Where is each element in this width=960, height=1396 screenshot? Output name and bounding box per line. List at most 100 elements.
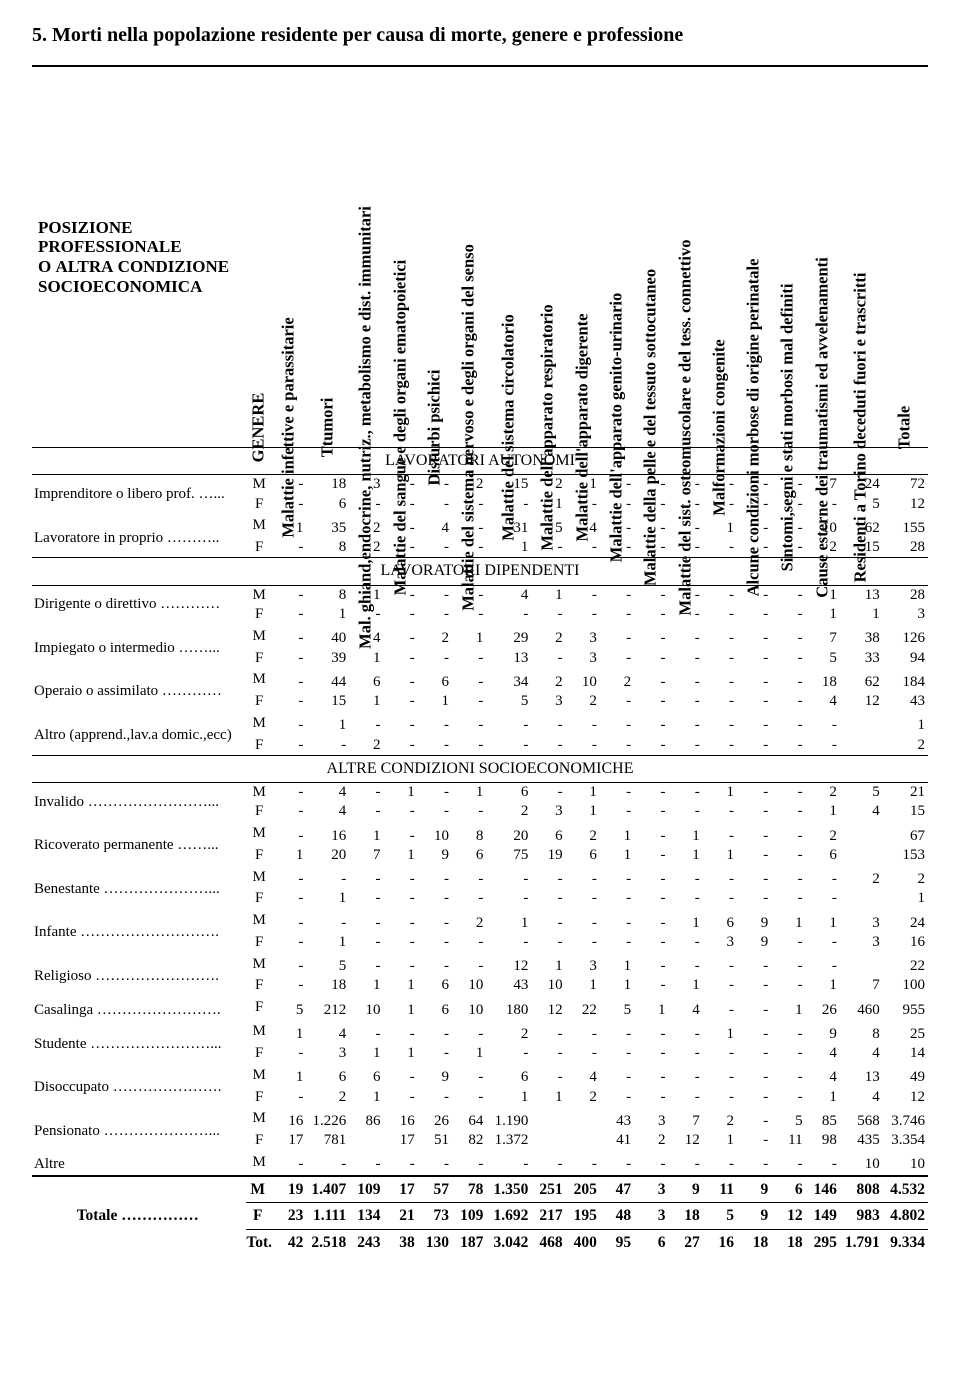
data-cell: -: [349, 1020, 383, 1044]
data-cell: -: [383, 1088, 417, 1107]
data-cell: -: [771, 846, 805, 865]
data-cell: 10: [531, 976, 565, 995]
data-cell: -: [418, 736, 452, 756]
col-header: Malattie dell'apparato respiratorio: [531, 66, 565, 448]
data-cell: -: [531, 736, 565, 756]
gender-cell: M: [246, 822, 272, 846]
data-cell: 955: [883, 996, 928, 1020]
data-cell: -: [383, 802, 417, 821]
data-cell: 1: [668, 822, 702, 846]
data-cell: 43: [600, 1107, 634, 1131]
data-cell: 6: [486, 1063, 531, 1087]
data-cell: -: [306, 1150, 349, 1175]
data-cell: 9: [418, 1063, 452, 1087]
data-cell: 435: [840, 1131, 883, 1150]
data-cell: 109: [452, 1203, 486, 1230]
row-label: Infante ……………………….: [32, 909, 246, 953]
data-cell: 13: [486, 649, 531, 668]
data-cell: 1: [383, 1044, 417, 1063]
data-cell: 6: [531, 822, 565, 846]
gender-cell: F: [246, 1203, 272, 1230]
data-cell: 28: [883, 538, 928, 558]
data-cell: -: [418, 889, 452, 908]
data-cell: -: [634, 605, 668, 624]
gender-cell: F: [246, 1088, 272, 1107]
data-cell: -: [634, 846, 668, 865]
data-cell: -: [771, 692, 805, 711]
data-cell: 1: [668, 976, 702, 995]
data-cell: 67: [883, 822, 928, 846]
data-cell: 6: [703, 909, 737, 933]
data-cell: 1: [486, 538, 531, 558]
data-cell: 10: [452, 976, 486, 995]
data-cell: -: [383, 889, 417, 908]
data-cell: 808: [840, 1176, 883, 1203]
data-cell: 2: [349, 736, 383, 756]
data-cell: -: [703, 668, 737, 692]
data-cell: -: [600, 1150, 634, 1175]
data-cell: 22: [566, 996, 600, 1020]
data-cell: -: [668, 933, 702, 952]
data-cell: 1.111: [306, 1203, 349, 1230]
data-cell: -: [349, 711, 383, 735]
data-cell: -: [486, 865, 531, 889]
data-cell: 5: [806, 649, 840, 668]
data-cell: 195: [566, 1203, 600, 1230]
data-cell: 1: [840, 605, 883, 624]
data-cell: 1: [306, 933, 349, 952]
data-cell: 12: [486, 952, 531, 976]
data-cell: 1: [806, 976, 840, 995]
data-cell: -: [566, 1044, 600, 1063]
data-cell: -: [668, 736, 702, 756]
data-cell: 2: [806, 822, 840, 846]
data-cell: -: [600, 1020, 634, 1044]
data-cell: 2: [486, 802, 531, 821]
data-cell: -: [806, 952, 840, 976]
data-cell: 94: [883, 649, 928, 668]
data-cell: 3.042: [486, 1230, 531, 1256]
data-cell: 5: [840, 783, 883, 803]
data-cell: 9: [737, 909, 771, 933]
data-cell: 16: [272, 1107, 306, 1131]
data-cell: -: [737, 889, 771, 908]
data-cell: 9: [737, 933, 771, 952]
data-cell: -: [418, 952, 452, 976]
data-cell: -: [703, 1088, 737, 1107]
data-cell: -: [600, 889, 634, 908]
data-cell: 1: [806, 909, 840, 933]
data-cell: 1: [703, 1020, 737, 1044]
data-cell: -: [272, 711, 306, 735]
data-cell: 4: [806, 1044, 840, 1063]
data-cell: 1: [566, 802, 600, 821]
data-cell: -: [600, 711, 634, 735]
data-cell: -: [272, 952, 306, 976]
gender-cell: M: [246, 783, 272, 803]
gender-cell: F: [246, 692, 272, 711]
table-row: Altro (apprend.,lav.a domic.,ecc)M-1----…: [32, 711, 928, 735]
gender-cell: M: [246, 624, 272, 648]
data-cell: -: [771, 802, 805, 821]
data-cell: -: [452, 1088, 486, 1107]
data-cell: 4: [306, 802, 349, 821]
data-cell: 20: [486, 822, 531, 846]
data-cell: 1: [383, 783, 417, 803]
data-cell: -: [531, 783, 565, 803]
gender-cell: M: [246, 865, 272, 889]
data-cell: 6: [486, 783, 531, 803]
table-row: Impiegato o intermedio ……...M-404-212923…: [32, 624, 928, 648]
data-cell: -: [272, 802, 306, 821]
data-cell: -: [737, 952, 771, 976]
data-cell: 3: [883, 605, 928, 624]
data-cell: -: [634, 1088, 668, 1107]
data-cell: 6: [418, 668, 452, 692]
data-cell: -: [531, 605, 565, 624]
data-cell: -: [703, 952, 737, 976]
data-cell: -: [452, 1063, 486, 1087]
data-cell: 781: [306, 1131, 349, 1150]
data-cell: 1: [349, 692, 383, 711]
data-cell: -: [272, 865, 306, 889]
data-cell: 3.746: [883, 1107, 928, 1131]
data-cell: 11: [703, 1176, 737, 1203]
gender-cell: F: [246, 1131, 272, 1150]
data-cell: 2: [531, 624, 565, 648]
